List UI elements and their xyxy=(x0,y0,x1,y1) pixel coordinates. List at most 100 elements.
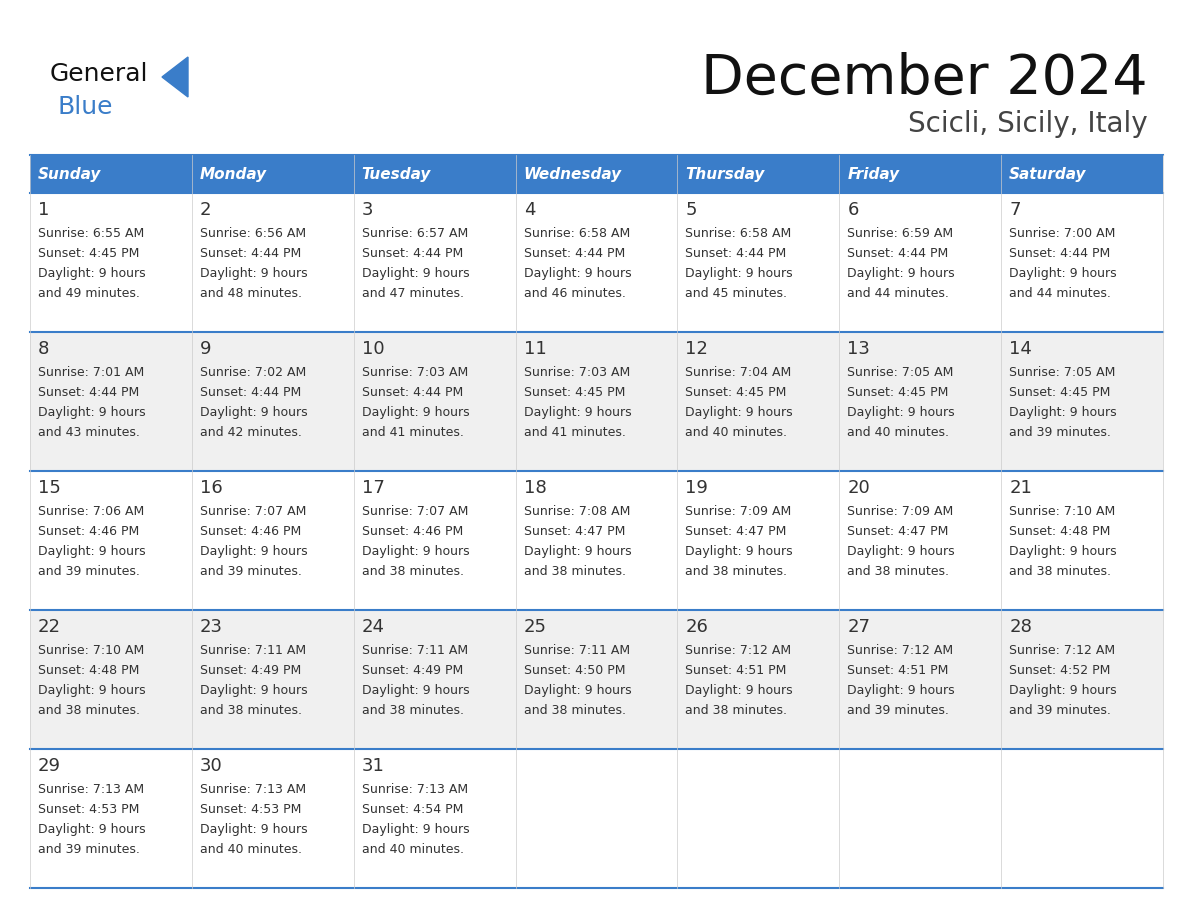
Text: Daylight: 9 hours: Daylight: 9 hours xyxy=(361,545,469,558)
Text: Sunrise: 7:06 AM: Sunrise: 7:06 AM xyxy=(38,505,144,518)
Bar xyxy=(354,193,516,332)
Text: Daylight: 9 hours: Daylight: 9 hours xyxy=(361,267,469,280)
Text: Sunrise: 7:11 AM: Sunrise: 7:11 AM xyxy=(200,644,307,657)
Text: Sunset: 4:48 PM: Sunset: 4:48 PM xyxy=(38,664,139,677)
Bar xyxy=(839,332,1001,471)
Text: Daylight: 9 hours: Daylight: 9 hours xyxy=(524,545,631,558)
Bar xyxy=(191,610,354,749)
Text: Daylight: 9 hours: Daylight: 9 hours xyxy=(685,406,794,419)
Text: Daylight: 9 hours: Daylight: 9 hours xyxy=(847,406,955,419)
Text: and 47 minutes.: and 47 minutes. xyxy=(361,287,463,300)
Text: 3: 3 xyxy=(361,201,373,219)
Text: and 38 minutes.: and 38 minutes. xyxy=(38,704,140,717)
Text: Blue: Blue xyxy=(58,95,114,119)
Text: 10: 10 xyxy=(361,340,385,358)
Text: and 48 minutes.: and 48 minutes. xyxy=(200,287,302,300)
Text: 27: 27 xyxy=(847,618,871,636)
Text: 23: 23 xyxy=(200,618,223,636)
Text: Sunrise: 7:03 AM: Sunrise: 7:03 AM xyxy=(524,366,630,379)
Text: 9: 9 xyxy=(200,340,211,358)
Text: Sunrise: 6:57 AM: Sunrise: 6:57 AM xyxy=(361,227,468,240)
Text: Sunrise: 7:05 AM: Sunrise: 7:05 AM xyxy=(1009,366,1116,379)
Text: 7: 7 xyxy=(1009,201,1020,219)
Bar xyxy=(516,610,677,749)
Text: and 38 minutes.: and 38 minutes. xyxy=(847,565,949,578)
Bar xyxy=(1001,610,1163,749)
Text: and 40 minutes.: and 40 minutes. xyxy=(361,843,463,856)
Text: Sunset: 4:45 PM: Sunset: 4:45 PM xyxy=(524,386,625,399)
Text: and 44 minutes.: and 44 minutes. xyxy=(1009,287,1111,300)
Bar xyxy=(1001,155,1163,193)
Text: General: General xyxy=(50,62,148,86)
Text: Sunset: 4:49 PM: Sunset: 4:49 PM xyxy=(361,664,463,677)
Text: 2: 2 xyxy=(200,201,211,219)
Text: and 39 minutes.: and 39 minutes. xyxy=(1009,426,1111,439)
Bar xyxy=(30,193,191,332)
Bar xyxy=(839,610,1001,749)
Bar xyxy=(516,332,677,471)
Text: and 46 minutes.: and 46 minutes. xyxy=(524,287,625,300)
Bar xyxy=(839,155,1001,193)
Text: Sunrise: 7:09 AM: Sunrise: 7:09 AM xyxy=(847,505,954,518)
Text: 24: 24 xyxy=(361,618,385,636)
Text: 12: 12 xyxy=(685,340,708,358)
Text: Sunset: 4:52 PM: Sunset: 4:52 PM xyxy=(1009,664,1111,677)
Text: and 39 minutes.: and 39 minutes. xyxy=(1009,704,1111,717)
Text: 16: 16 xyxy=(200,479,222,497)
Text: 14: 14 xyxy=(1009,340,1032,358)
Text: Sunrise: 7:11 AM: Sunrise: 7:11 AM xyxy=(361,644,468,657)
Text: 5: 5 xyxy=(685,201,697,219)
Text: Saturday: Saturday xyxy=(1009,166,1087,182)
Text: Sunrise: 7:07 AM: Sunrise: 7:07 AM xyxy=(361,505,468,518)
Text: Sunset: 4:44 PM: Sunset: 4:44 PM xyxy=(847,247,948,260)
Text: Sunrise: 7:07 AM: Sunrise: 7:07 AM xyxy=(200,505,307,518)
Bar xyxy=(677,193,839,332)
Text: and 41 minutes.: and 41 minutes. xyxy=(361,426,463,439)
Text: Daylight: 9 hours: Daylight: 9 hours xyxy=(685,267,794,280)
Text: Daylight: 9 hours: Daylight: 9 hours xyxy=(200,406,308,419)
Text: Sunrise: 7:01 AM: Sunrise: 7:01 AM xyxy=(38,366,144,379)
Text: Daylight: 9 hours: Daylight: 9 hours xyxy=(200,267,308,280)
Text: 11: 11 xyxy=(524,340,546,358)
Text: Sunrise: 6:56 AM: Sunrise: 6:56 AM xyxy=(200,227,307,240)
Text: Daylight: 9 hours: Daylight: 9 hours xyxy=(685,684,794,697)
Bar xyxy=(677,610,839,749)
Bar xyxy=(516,193,677,332)
Text: Wednesday: Wednesday xyxy=(524,166,621,182)
Text: Sunset: 4:50 PM: Sunset: 4:50 PM xyxy=(524,664,625,677)
Text: Sunset: 4:46 PM: Sunset: 4:46 PM xyxy=(38,525,139,538)
Text: Sunset: 4:44 PM: Sunset: 4:44 PM xyxy=(524,247,625,260)
Text: Sunset: 4:44 PM: Sunset: 4:44 PM xyxy=(1009,247,1111,260)
Text: Daylight: 9 hours: Daylight: 9 hours xyxy=(38,545,146,558)
Text: Daylight: 9 hours: Daylight: 9 hours xyxy=(524,684,631,697)
Text: Sunset: 4:45 PM: Sunset: 4:45 PM xyxy=(38,247,139,260)
Bar xyxy=(30,155,191,193)
Polygon shape xyxy=(162,57,188,97)
Text: Sunrise: 7:03 AM: Sunrise: 7:03 AM xyxy=(361,366,468,379)
Bar xyxy=(30,332,191,471)
Text: 18: 18 xyxy=(524,479,546,497)
Text: Sunrise: 7:10 AM: Sunrise: 7:10 AM xyxy=(1009,505,1116,518)
Text: Sunset: 4:54 PM: Sunset: 4:54 PM xyxy=(361,803,463,816)
Text: 30: 30 xyxy=(200,757,222,775)
Bar xyxy=(677,332,839,471)
Text: Sunrise: 6:55 AM: Sunrise: 6:55 AM xyxy=(38,227,144,240)
Text: and 38 minutes.: and 38 minutes. xyxy=(1009,565,1111,578)
Text: Sunrise: 7:10 AM: Sunrise: 7:10 AM xyxy=(38,644,144,657)
Bar xyxy=(30,610,191,749)
Text: 26: 26 xyxy=(685,618,708,636)
Text: Sunrise: 6:58 AM: Sunrise: 6:58 AM xyxy=(524,227,630,240)
Text: Sunrise: 7:13 AM: Sunrise: 7:13 AM xyxy=(361,783,468,796)
Bar xyxy=(354,155,516,193)
Text: 20: 20 xyxy=(847,479,870,497)
Bar xyxy=(839,471,1001,610)
Text: Sunset: 4:44 PM: Sunset: 4:44 PM xyxy=(685,247,786,260)
Text: Scicli, Sicily, Italy: Scicli, Sicily, Italy xyxy=(909,110,1148,138)
Text: and 38 minutes.: and 38 minutes. xyxy=(361,565,463,578)
Bar xyxy=(677,749,839,888)
Text: Sunrise: 7:12 AM: Sunrise: 7:12 AM xyxy=(1009,644,1116,657)
Text: and 39 minutes.: and 39 minutes. xyxy=(847,704,949,717)
Text: and 39 minutes.: and 39 minutes. xyxy=(38,565,140,578)
Text: 25: 25 xyxy=(524,618,546,636)
Text: Sunrise: 7:00 AM: Sunrise: 7:00 AM xyxy=(1009,227,1116,240)
